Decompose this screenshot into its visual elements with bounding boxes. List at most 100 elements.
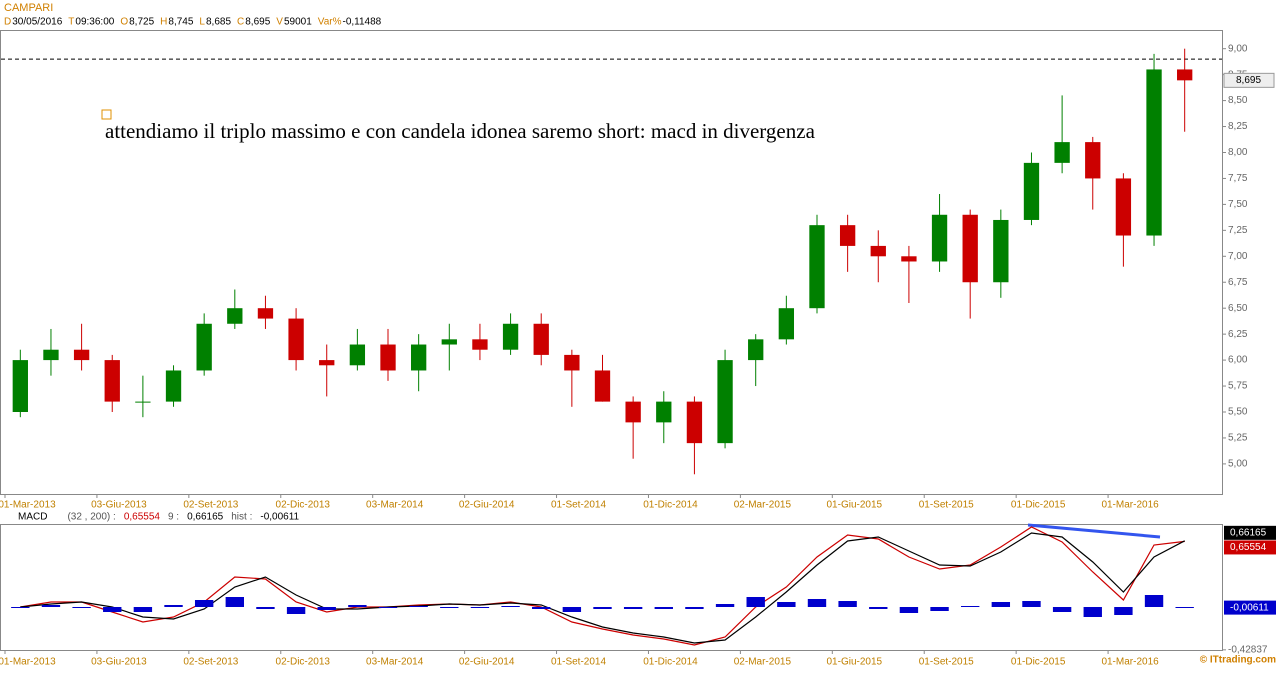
info-label: C: [237, 17, 244, 28]
y-tick-label: 9,00: [1228, 43, 1248, 54]
x-tick-label: 02-Dic-2013: [276, 657, 331, 668]
candle-body: [1115, 178, 1132, 236]
y-tick-label: 7,00: [1228, 251, 1248, 262]
hist-bar: [991, 602, 1011, 607]
last-price: 8,695: [1236, 75, 1261, 86]
macd-panel: [0, 524, 1223, 651]
x-tick-label: 02-Giu-2014: [459, 657, 515, 668]
candle-body: [441, 339, 457, 345]
y-tick-label: 5,25: [1228, 433, 1248, 444]
candle-body: [319, 360, 335, 366]
hist-bar: [72, 607, 91, 608]
info-value: 8,695: [245, 17, 270, 28]
info-label: Var%: [318, 17, 342, 28]
macd-info: 0,65554: [124, 512, 161, 523]
hist-bar: [838, 601, 857, 607]
x-tick-label: 03-Giu-2013: [91, 657, 147, 668]
macd-line: [20, 532, 1185, 644]
candle-body: [472, 339, 488, 350]
hist-bar: [194, 600, 214, 607]
candle-body: [196, 323, 212, 371]
candle-body: [135, 401, 151, 403]
candle-body: [380, 344, 396, 371]
candle-body: [1054, 142, 1070, 163]
hist-bar: [378, 607, 398, 608]
divergence-line: [1027, 523, 1161, 539]
candle-body: [594, 370, 611, 402]
candle-body: [870, 245, 886, 257]
x-tick-label: 02-Mar-2015: [734, 657, 792, 668]
macd-info: (32 , 200) :: [67, 512, 115, 523]
x-tick-label: 01-Set-2015: [919, 657, 974, 668]
hist-bar: [11, 607, 30, 608]
x-tick-label: 01-Giu-2015: [827, 500, 883, 511]
last-price-box: [1223, 72, 1275, 88]
info-value: 09:36:00: [75, 17, 114, 28]
candle-body: [1177, 69, 1193, 81]
candle-body: [104, 360, 120, 402]
annotation-marker: [101, 109, 112, 120]
info-label: D: [4, 17, 11, 28]
hist-bar: [1114, 607, 1133, 615]
candle-body: [288, 318, 304, 361]
candle-body: [165, 370, 182, 402]
info-label: V: [276, 17, 283, 28]
y-tick-label: 6,25: [1228, 329, 1248, 340]
chart-title: CAMPARI: [4, 2, 53, 14]
y-tick-label: 7,50: [1228, 199, 1248, 210]
x-tick-label: 02-Set-2013: [183, 657, 238, 668]
candle-body: [809, 225, 825, 309]
last-value-box: [1224, 525, 1276, 540]
hist-bar: [164, 605, 183, 607]
hist-bar: [1083, 607, 1102, 617]
hist-bar: [440, 607, 459, 608]
y-tick-label: 6,75: [1228, 277, 1248, 288]
x-tick-label: 02-Dic-2013: [276, 500, 331, 511]
candle-body: [993, 219, 1009, 283]
candle-body: [12, 360, 28, 412]
y-tick-label: 8,50: [1228, 95, 1248, 106]
candle-body: [931, 214, 948, 262]
hist-bar: [899, 607, 919, 613]
candle-body: [410, 344, 427, 371]
last-value-box: [1224, 600, 1276, 615]
info-label: H: [160, 17, 167, 28]
hist-bar: [961, 606, 980, 607]
last-value: -0,00611: [1230, 602, 1269, 613]
candle-body: [564, 354, 580, 371]
hist-bar: [409, 606, 428, 607]
candle-body: [839, 225, 856, 246]
candle-body: [257, 308, 274, 319]
hist-bar: [348, 605, 367, 607]
info-value: 8,685: [206, 17, 231, 28]
candle-body: [625, 401, 641, 423]
hist-bar: [869, 607, 888, 609]
last-value: 0,66165: [1230, 527, 1267, 538]
y-tick-label: 6,00: [1228, 355, 1248, 366]
hist-bar: [777, 602, 796, 607]
hist-bar: [654, 607, 673, 609]
y-tick-label: -0,42837: [1228, 644, 1268, 655]
hist-bar: [562, 607, 582, 612]
x-tick-label: 01-Dic-2015: [1011, 500, 1066, 511]
x-tick-label: 01-Dic-2015: [1011, 657, 1066, 668]
candle-body: [748, 339, 764, 361]
x-tick-label: 03-Mar-2014: [366, 657, 424, 668]
hist-bar: [225, 597, 244, 607]
hist-bar: [746, 597, 765, 607]
price-panel: [0, 30, 1223, 495]
macd-info: 9 :: [168, 512, 179, 523]
macd-line: [20, 526, 1185, 646]
y-tick-label: 5,75: [1228, 381, 1248, 392]
x-tick-label: 01-Set-2015: [919, 500, 974, 511]
hist-bar: [256, 607, 275, 609]
x-tick-label: 01-Set-2014: [551, 657, 606, 668]
x-tick-label: 01-Mar-2013: [0, 500, 56, 511]
y-tick-label: 5,50: [1228, 407, 1248, 418]
info-value: -0,11488: [342, 17, 381, 28]
x-tick-label: 01-Mar-2016: [1101, 500, 1159, 511]
y-tick-label: 7,25: [1228, 225, 1248, 236]
x-tick-label: 01-Giu-2015: [827, 657, 883, 668]
candle-body: [502, 323, 519, 350]
candle-body: [901, 256, 917, 262]
